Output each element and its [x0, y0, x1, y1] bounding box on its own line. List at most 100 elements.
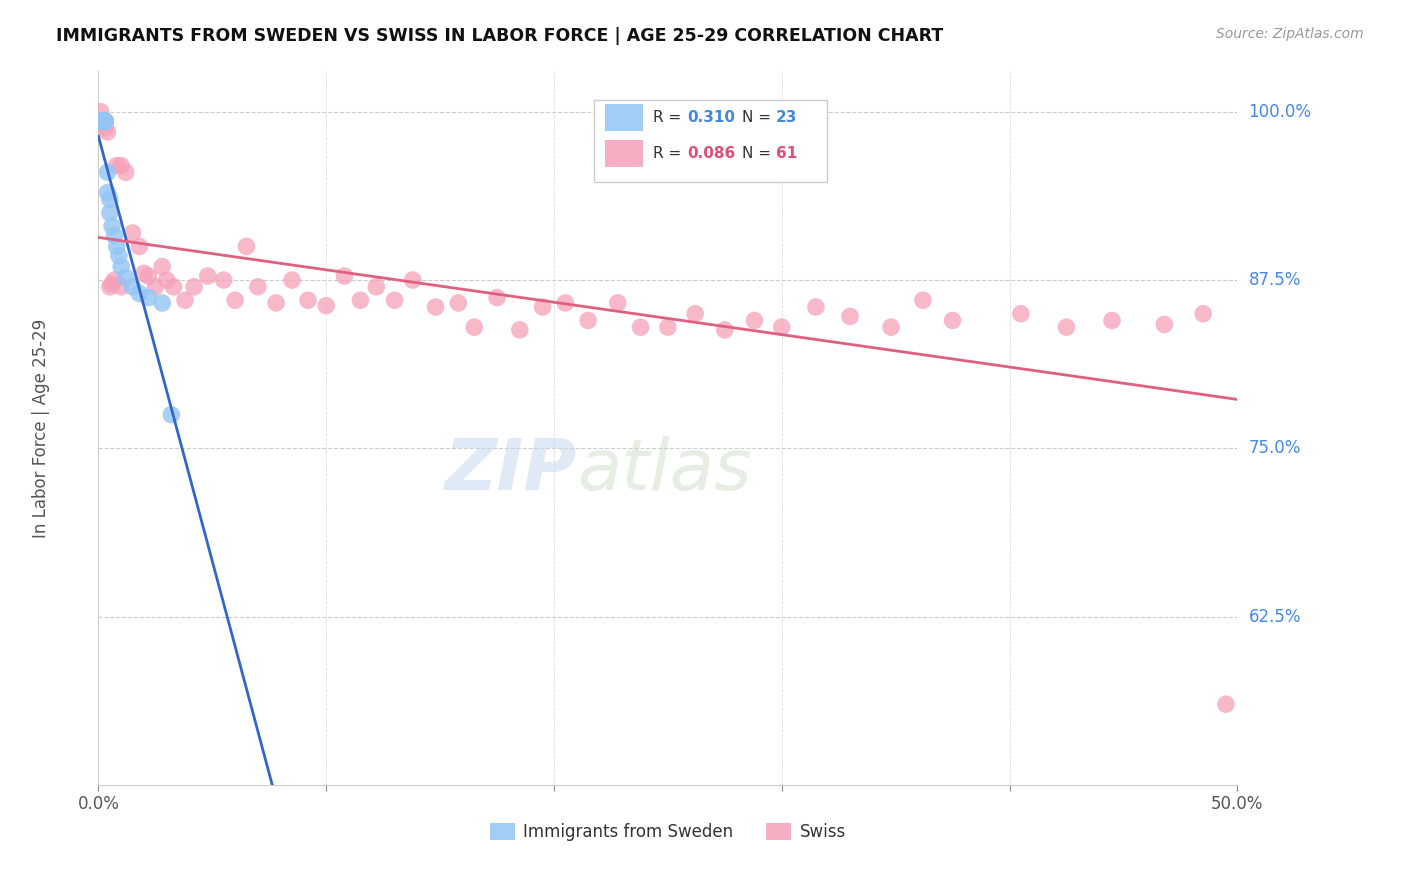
- Point: [880, 320, 903, 334]
- Point: [714, 323, 737, 337]
- Point: [606, 296, 628, 310]
- Point: [744, 313, 766, 327]
- Point: [94, 114, 117, 128]
- Point: [91, 115, 114, 129]
- Point: [1101, 313, 1123, 327]
- Point: [264, 296, 287, 310]
- Text: N =: N =: [742, 146, 776, 161]
- Point: [447, 296, 470, 310]
- Point: [101, 277, 124, 291]
- Point: [297, 293, 319, 308]
- Point: [96, 125, 118, 139]
- Text: 61: 61: [776, 146, 797, 161]
- Text: R =: R =: [652, 110, 686, 125]
- Point: [281, 273, 304, 287]
- Legend: Immigrants from Sweden, Swiss: Immigrants from Sweden, Swiss: [484, 816, 852, 848]
- Point: [114, 165, 136, 179]
- Point: [105, 239, 128, 253]
- Point: [156, 273, 179, 287]
- Point: [333, 268, 356, 283]
- Text: 87.5%: 87.5%: [1249, 271, 1301, 289]
- Point: [128, 286, 150, 301]
- Point: [246, 280, 269, 294]
- Point: [91, 114, 114, 128]
- Point: [576, 313, 599, 327]
- Point: [121, 226, 143, 240]
- Point: [1054, 320, 1078, 334]
- Point: [91, 114, 114, 128]
- Point: [90, 114, 112, 128]
- Point: [235, 239, 257, 253]
- Point: [110, 260, 132, 274]
- Point: [197, 268, 219, 283]
- Point: [183, 280, 205, 294]
- Text: atlas: atlas: [576, 436, 751, 506]
- Text: 0.086: 0.086: [688, 146, 735, 161]
- Text: R =: R =: [652, 146, 686, 161]
- Text: In Labor Force | Age 25-29: In Labor Force | Age 25-29: [32, 318, 51, 538]
- Point: [101, 219, 124, 234]
- Point: [138, 291, 160, 305]
- Point: [160, 408, 183, 422]
- Point: [150, 260, 173, 274]
- Point: [486, 291, 509, 305]
- Point: [463, 320, 485, 334]
- Point: [94, 114, 117, 128]
- Point: [138, 268, 160, 283]
- Point: [1010, 307, 1032, 321]
- Point: [366, 280, 388, 294]
- Point: [425, 300, 447, 314]
- Text: IMMIGRANTS FROM SWEDEN VS SWISS IN LABOR FORCE | AGE 25-29 CORRELATION CHART: IMMIGRANTS FROM SWEDEN VS SWISS IN LABOR…: [56, 27, 943, 45]
- Point: [1153, 318, 1175, 332]
- Point: [98, 192, 121, 206]
- Point: [212, 273, 235, 287]
- Point: [128, 239, 150, 253]
- Point: [804, 300, 827, 314]
- Point: [554, 296, 576, 310]
- Point: [103, 228, 125, 243]
- Text: 75.0%: 75.0%: [1249, 440, 1301, 458]
- Point: [98, 205, 121, 219]
- Point: [121, 280, 143, 294]
- Point: [531, 300, 554, 314]
- Point: [150, 296, 173, 310]
- Point: [911, 293, 934, 308]
- Text: N =: N =: [742, 110, 776, 125]
- Text: Source: ZipAtlas.com: Source: ZipAtlas.com: [1216, 27, 1364, 41]
- Point: [132, 266, 155, 280]
- Point: [384, 293, 406, 308]
- Bar: [605, 104, 643, 131]
- Point: [315, 299, 337, 313]
- Point: [1215, 697, 1237, 711]
- Point: [108, 249, 131, 263]
- Point: [96, 165, 118, 179]
- Point: [509, 323, 531, 337]
- Point: [402, 273, 425, 287]
- Text: 0.310: 0.310: [688, 110, 735, 125]
- Point: [96, 186, 118, 200]
- Point: [349, 293, 371, 308]
- Text: ZIP: ZIP: [444, 436, 576, 506]
- Point: [110, 159, 132, 173]
- Point: [162, 280, 184, 294]
- Point: [770, 320, 793, 334]
- Point: [90, 104, 112, 119]
- Point: [1192, 307, 1215, 321]
- Point: [224, 293, 246, 308]
- Text: 100.0%: 100.0%: [1249, 103, 1312, 120]
- Text: 23: 23: [776, 110, 797, 125]
- Point: [114, 270, 136, 285]
- Point: [90, 114, 112, 128]
- Point: [91, 114, 114, 128]
- Point: [110, 280, 132, 294]
- FancyBboxPatch shape: [593, 100, 827, 182]
- Point: [94, 114, 117, 128]
- Point: [630, 320, 652, 334]
- Point: [657, 320, 679, 334]
- Point: [103, 273, 125, 287]
- Point: [98, 280, 121, 294]
- Point: [942, 313, 965, 327]
- Point: [174, 293, 197, 308]
- Text: 62.5%: 62.5%: [1249, 607, 1301, 625]
- Point: [145, 280, 167, 294]
